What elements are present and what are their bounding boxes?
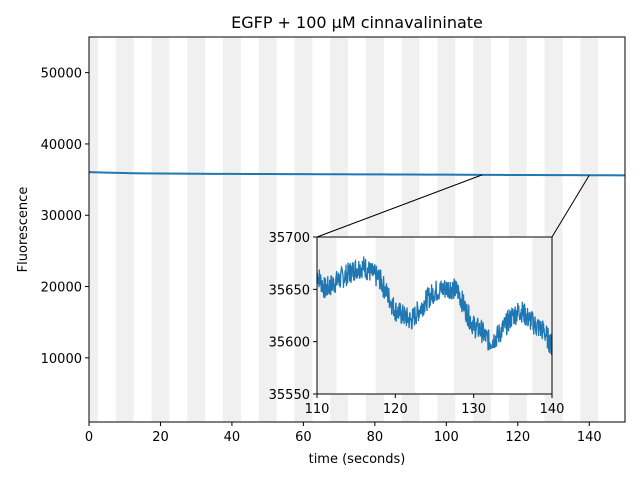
x-tick-label: 140 (577, 430, 602, 445)
shaded-interval (294, 37, 313, 422)
chart-title: EGFP + 100 µM cinnavalininate (231, 13, 483, 32)
shaded-interval (258, 37, 277, 422)
x-tick-label: 120 (505, 430, 530, 445)
shaded-interval (223, 37, 241, 422)
x-tick-label: 20 (152, 430, 169, 445)
shaded-interval (151, 37, 170, 422)
inset-shaded-interval (532, 237, 552, 394)
y-tick-label: 20000 (41, 281, 82, 296)
shaded-interval (115, 37, 134, 422)
inset-y-tick-label: 35600 (269, 336, 310, 351)
inset-shaded-interval (454, 237, 494, 394)
shaded-interval (187, 37, 206, 422)
inset-y-tick-label: 35550 (269, 388, 310, 403)
y-tick-label: 40000 (41, 138, 82, 153)
y-tick-label: 10000 (41, 352, 82, 367)
series-line (88, 171, 626, 177)
inset-shaded-interval (317, 237, 337, 394)
x-tick-label: 0 (85, 430, 93, 445)
shaded-interval (89, 37, 98, 422)
y-axis-label: Fluorescence (16, 187, 31, 273)
inset-axes-frame (316, 236, 553, 395)
x-tick-label: 80 (367, 430, 384, 445)
x-tick-label: 60 (295, 430, 312, 445)
shaded-interval (580, 37, 599, 422)
y-tick-label: 30000 (41, 209, 82, 224)
inset-series-line (316, 256, 553, 355)
inset-y-tick-label: 35700 (269, 231, 310, 246)
x-tick-label: 100 (434, 430, 459, 445)
x-axis-label: time (seconds) (309, 452, 406, 467)
inset-connector-right (551, 174, 590, 238)
inset-x-tick-label: 120 (383, 402, 408, 417)
inset-x-tick-label: 140 (540, 402, 565, 417)
inset-connector-left (316, 174, 483, 238)
x-tick-label: 40 (224, 430, 241, 445)
inset-y-tick-label: 35650 (269, 283, 310, 298)
inset-x-tick-label: 110 (305, 402, 330, 417)
inset-x-tick-label: 130 (461, 402, 486, 417)
main-axes-frame (88, 36, 626, 423)
y-tick-label: 50000 (41, 67, 82, 82)
